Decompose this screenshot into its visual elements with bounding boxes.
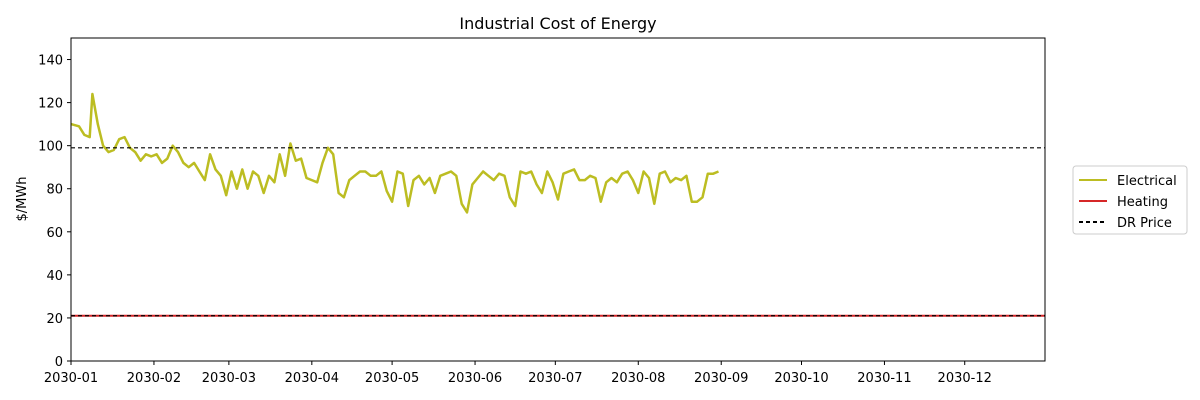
y-tick-label: 60 <box>46 226 63 241</box>
y-tick-label: 20 <box>46 312 63 327</box>
x-tick-label: 2030-07 <box>528 371 582 386</box>
series-line-electrical <box>71 92 719 214</box>
x-tick-label: 2030-02 <box>127 371 181 386</box>
x-tick-label: 2030-05 <box>365 371 419 386</box>
x-tick-label: 2030-06 <box>448 371 502 386</box>
legend: Electrical Heating DR Price <box>1072 165 1188 235</box>
y-tick-label: 140 <box>38 54 63 69</box>
x-tick-label: 2030-03 <box>202 371 256 386</box>
legend-label-electrical: Electrical <box>1117 174 1177 189</box>
y-tick-label: 0 <box>55 355 63 370</box>
x-tick-label: 2030-08 <box>611 371 665 386</box>
x-tick-label: 2030-09 <box>694 371 748 386</box>
legend-box <box>1072 165 1188 235</box>
x-tick-label: 2030-11 <box>857 371 911 386</box>
x-tick-label: 2030-10 <box>774 371 828 386</box>
legend-label-heating: Heating <box>1117 195 1168 210</box>
axes-layer: 0 20 40 60 80 100 120 140 2030-01 2030-02 2030-03 2… <box>38 37 1046 386</box>
x-tick-label: 2030-01 <box>44 371 98 386</box>
x-tick-label: 2030-12 <box>938 371 992 386</box>
plot-frame <box>70 37 1046 362</box>
y-tick-label: 40 <box>46 269 63 284</box>
x-tick-label: 2030-04 <box>285 371 339 386</box>
y-tick-label: 100 <box>38 140 63 155</box>
chart-title: Industrial Cost of Energy <box>459 14 656 33</box>
y-tick-label: 120 <box>38 97 63 112</box>
y-axis-title: $/MWh <box>15 177 30 222</box>
legend-label-dr-price: DR Price <box>1117 216 1172 231</box>
y-tick-label: 80 <box>46 183 63 198</box>
plot-layer <box>71 92 1045 317</box>
plot-area <box>71 92 1045 317</box>
